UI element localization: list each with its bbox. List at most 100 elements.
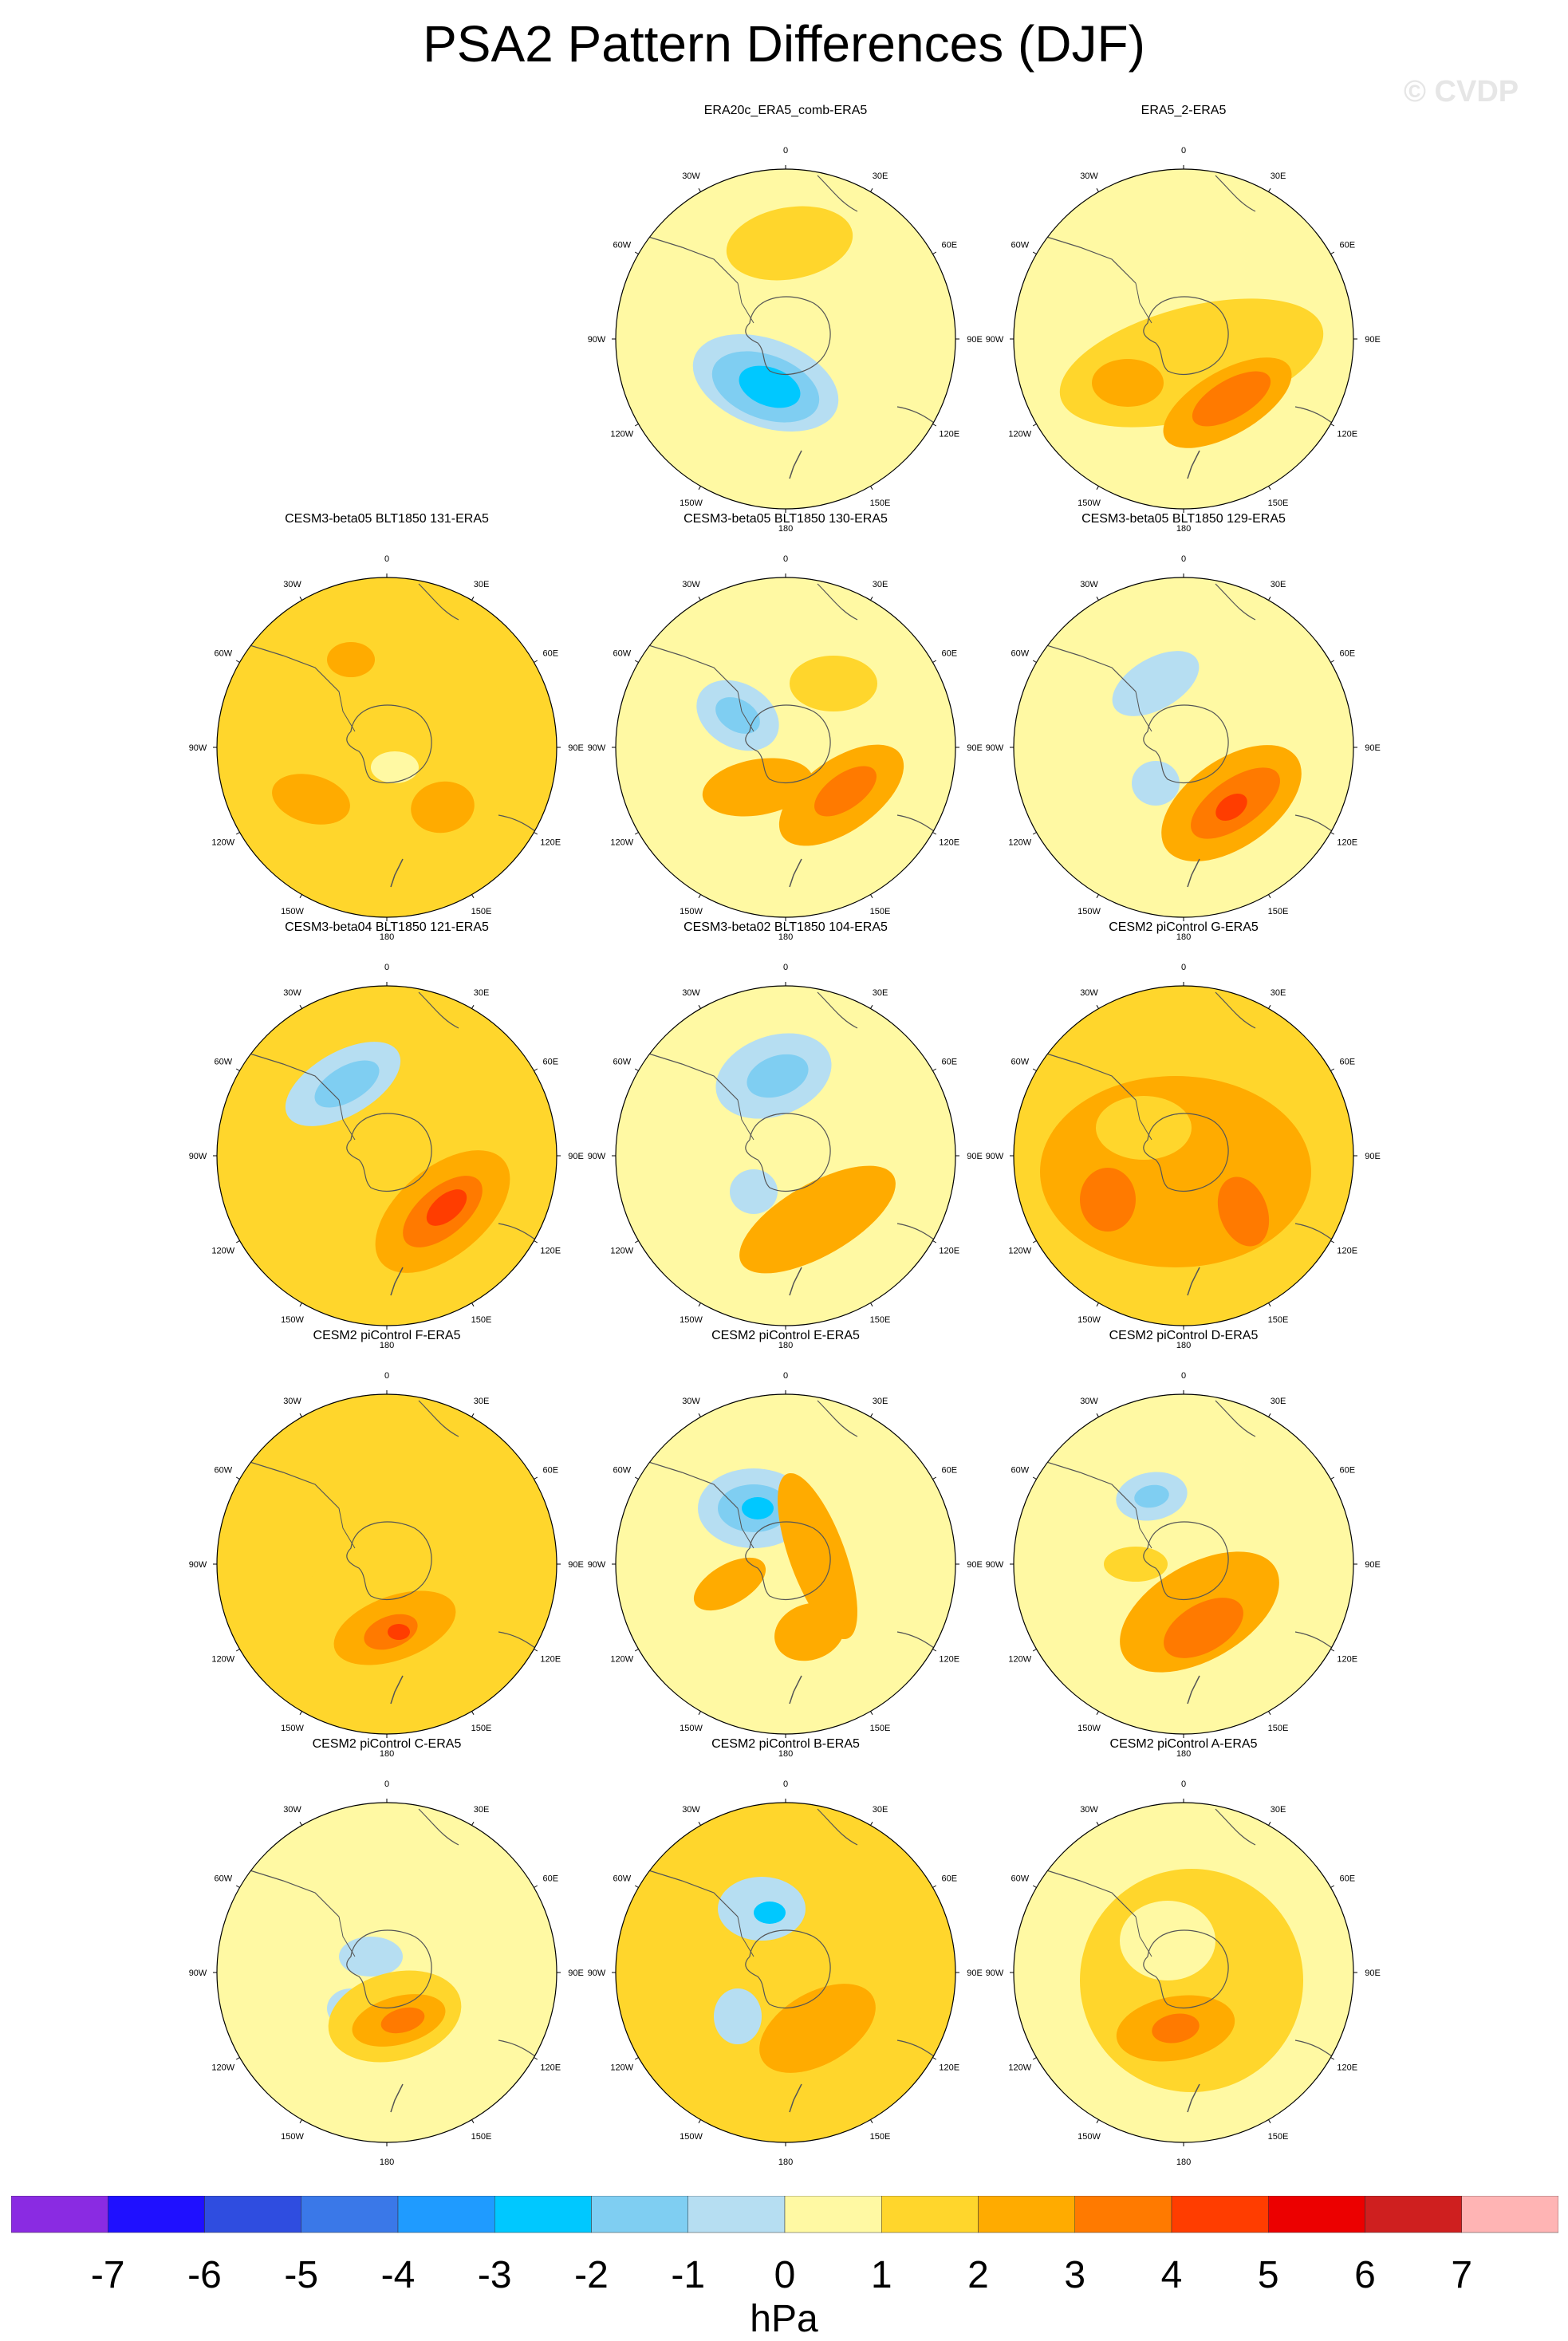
panel-title: CESM2 piControl C-ERA5 — [312, 1737, 462, 1751]
lon-label: 30E — [873, 580, 888, 589]
antarctic-peninsula-coastline — [338, 1099, 356, 1141]
lon-label: 90W — [588, 743, 606, 753]
colorbar-box — [494, 2196, 592, 2233]
positive-anomaly-contour — [1104, 1547, 1168, 1582]
lon-tick — [634, 1649, 639, 1652]
lon-tick — [471, 1004, 475, 1009]
lon-tick — [534, 1885, 538, 1888]
lon-label: 150W — [281, 1315, 304, 1325]
africa-coastline — [418, 1808, 459, 1846]
colorbar-tick-label: 7 — [1451, 2254, 1473, 2296]
lon-label: 30E — [474, 580, 490, 589]
lon-tick — [299, 1303, 302, 1307]
antarctica-coastline — [346, 1113, 432, 1192]
lon-label: 120E — [1337, 838, 1357, 848]
lon-label: 60W — [1011, 241, 1029, 250]
lon-tick — [698, 1413, 701, 1417]
lon-label: 90W — [189, 1152, 207, 1161]
lon-tick — [1330, 660, 1335, 663]
lon-tick — [1032, 832, 1037, 835]
lon-tick — [235, 1240, 240, 1243]
polar-map: 0 30E 60E 90E 120E 150E 180 150W 120W 90W 60W 30W — [189, 1371, 584, 1759]
positive-anomaly-contour — [790, 656, 877, 711]
lon-label: 120W — [1008, 838, 1031, 848]
colorbar-box — [687, 2196, 786, 2233]
lon-label: 150W — [281, 1724, 304, 1733]
lon-label: 0 — [1181, 554, 1186, 564]
colorbar-box — [11, 2196, 108, 2233]
colorbar-tick-label: 5 — [1257, 2254, 1279, 2296]
new-zealand-coastline — [789, 2083, 802, 2113]
lon-label: 180 — [778, 1341, 793, 1350]
lon-label: 90W — [986, 1969, 1004, 1978]
africa-coastline — [817, 175, 858, 212]
lon-tick — [1330, 424, 1335, 427]
lon-label: 60E — [941, 1058, 957, 1067]
lon-label: 150E — [1268, 907, 1289, 916]
colorbar-box — [1461, 2196, 1558, 2233]
lon-label: 120E — [939, 1655, 959, 1665]
lon-label: 180 — [380, 2158, 394, 2167]
positive-anomaly-contour — [388, 1624, 410, 1640]
lon-tick — [1096, 894, 1099, 899]
lon-label: 150W — [680, 907, 703, 916]
lon-label: 30E — [1271, 1397, 1286, 1406]
lon-label: 60W — [613, 1058, 631, 1067]
lon-label: 0 — [1181, 146, 1186, 156]
lon-label: 150E — [870, 1315, 891, 1325]
colorbar-tick-label: -6 — [187, 2254, 222, 2296]
lon-label: 60E — [1339, 241, 1355, 250]
colorbar-box — [301, 2196, 399, 2233]
positive-anomaly-contour — [1096, 1096, 1192, 1160]
antarctic-peninsula-coastline — [1135, 691, 1152, 732]
africa-coastline — [817, 583, 858, 621]
lon-label: 90W — [189, 743, 207, 753]
lon-tick — [634, 2057, 639, 2060]
negative-anomaly-contour — [339, 1937, 403, 1976]
lon-tick — [235, 2057, 240, 2060]
lon-tick — [299, 2119, 302, 2124]
lon-tick — [471, 1413, 475, 1417]
lon-tick — [634, 251, 639, 254]
lon-label: 150E — [471, 2132, 492, 2142]
lon-tick — [471, 2119, 475, 2124]
positive-anomaly-contour — [1217, 1176, 1270, 1247]
lon-label: 30W — [283, 1397, 301, 1406]
polar-map: 0 30E 60E 90E 120E 150E 180 150W 120W 90W 60W 30W — [588, 146, 983, 534]
lon-label: 60W — [613, 241, 631, 250]
lon-label: 60E — [941, 241, 957, 250]
lon-tick — [534, 1649, 538, 1652]
lon-label: 60W — [1011, 1466, 1029, 1476]
lon-tick — [1032, 1240, 1037, 1243]
lon-tick — [1032, 424, 1037, 427]
cvdp-watermark: © CVDP — [1404, 75, 1519, 108]
lon-tick — [870, 187, 873, 192]
lon-tick — [1268, 1413, 1271, 1417]
positive-anomaly-contour — [371, 751, 419, 783]
lon-label: 120E — [1337, 430, 1357, 439]
lon-tick — [698, 1303, 701, 1307]
positive-anomaly-contour — [411, 781, 475, 834]
antarctic-peninsula-coastline — [737, 1507, 754, 1549]
lon-label: 120E — [939, 1247, 959, 1256]
lon-tick — [1330, 1885, 1335, 1888]
lon-label: 30W — [1080, 1397, 1098, 1406]
lon-label: 30W — [682, 1805, 700, 1815]
lon-tick — [698, 596, 701, 601]
colorbar-box — [108, 2196, 205, 2233]
lon-label: 150W — [1078, 1724, 1101, 1733]
lon-label: 150E — [471, 1724, 492, 1733]
lon-label: 90W — [588, 335, 606, 345]
lon-tick — [1096, 596, 1099, 601]
lon-label: 0 — [1181, 963, 1186, 972]
antarctic-peninsula-coastline — [338, 1916, 356, 1957]
lon-label: 60W — [214, 649, 232, 659]
lon-tick — [634, 1476, 639, 1480]
lon-label: 60W — [214, 1874, 232, 1884]
lon-label: 60W — [1011, 1874, 1029, 1884]
colorbar-box — [397, 2196, 495, 2233]
positive-anomaly-contour — [702, 758, 814, 817]
lon-tick — [698, 894, 701, 899]
lon-tick — [870, 1413, 873, 1417]
lon-tick — [1096, 1413, 1099, 1417]
